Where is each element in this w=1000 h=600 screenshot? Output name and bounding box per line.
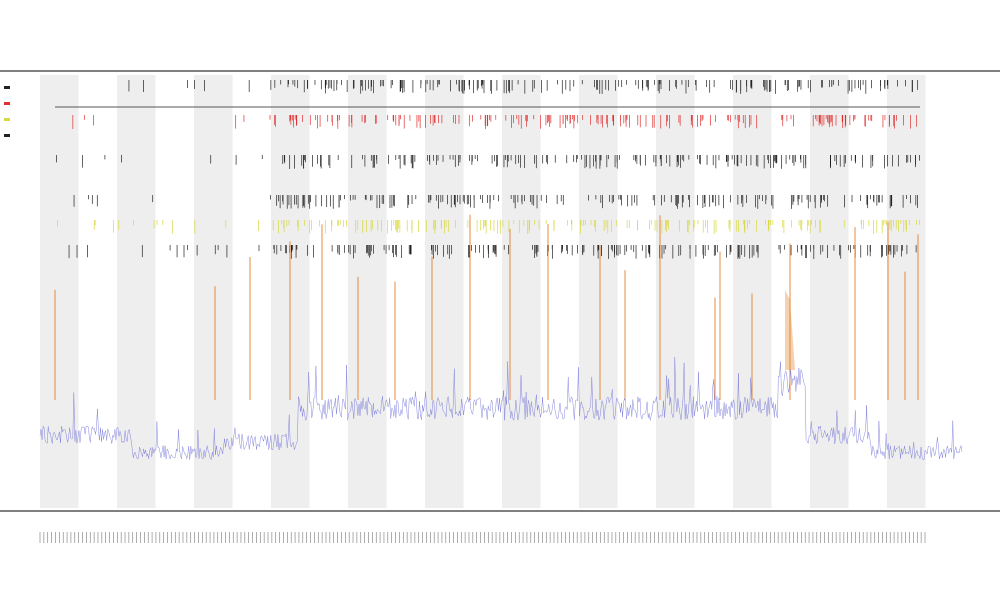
background-band xyxy=(425,75,464,508)
legend-swatch xyxy=(4,86,10,89)
legend-swatch xyxy=(4,118,10,121)
tick-rows xyxy=(56,80,920,259)
orange-hump xyxy=(785,290,795,370)
x-tick-labels xyxy=(39,532,926,543)
legend-swatch xyxy=(4,102,10,105)
background-band xyxy=(502,75,541,508)
legend-swatch xyxy=(4,134,10,137)
background-band xyxy=(887,75,926,508)
background-band xyxy=(117,75,156,508)
series-line xyxy=(39,357,963,460)
background-band xyxy=(810,75,849,508)
background-bands xyxy=(40,75,926,508)
legend xyxy=(4,86,10,137)
orange-spikes xyxy=(54,214,919,400)
background-band xyxy=(733,75,772,508)
background-band xyxy=(40,75,79,508)
background-band xyxy=(194,75,233,508)
background-band xyxy=(656,75,695,508)
series-lines xyxy=(39,357,963,460)
background-band xyxy=(579,75,618,508)
background-band xyxy=(348,75,387,508)
